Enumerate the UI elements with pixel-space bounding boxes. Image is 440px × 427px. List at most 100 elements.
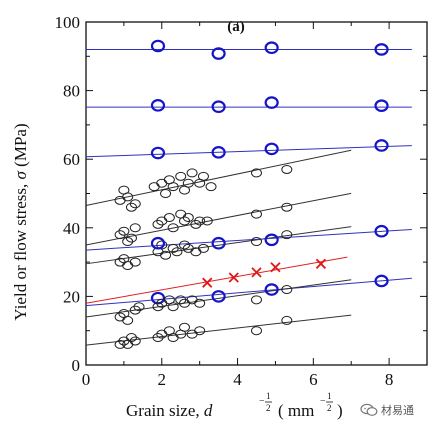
x-axis-label-symbol: d bbox=[204, 401, 213, 420]
x-axis-unit-open: ( mm bbox=[278, 401, 314, 420]
svg-text:Grain size, d: Grain size, d bbox=[126, 401, 213, 420]
fit-line-3 bbox=[85, 149, 352, 206]
black-circle-marker bbox=[281, 202, 293, 212]
blue-circle-marker bbox=[374, 224, 389, 238]
black-circle-marker bbox=[251, 326, 262, 336]
blue-circle-marker bbox=[264, 233, 279, 247]
axis-ticks bbox=[85, 21, 428, 366]
black-circle-marker bbox=[281, 164, 293, 174]
x-tick-label: 2 bbox=[158, 370, 167, 389]
black-circle-marker bbox=[163, 213, 175, 223]
black-circle-marker bbox=[182, 178, 194, 188]
y-tick-label: 80 bbox=[63, 82, 80, 101]
black-circle-marker bbox=[125, 202, 137, 212]
black-circle-marker bbox=[251, 295, 262, 305]
x-axis-unit-exp-den: 2 bbox=[327, 403, 332, 413]
black-circle-marker bbox=[186, 168, 198, 178]
red-cross-stroke bbox=[202, 277, 213, 288]
fit-line-9 bbox=[85, 279, 352, 318]
svg-text:Yield or flow stress, σ (MPa): Yield or flow stress, σ (MPa) bbox=[11, 123, 30, 320]
panel-label: (a) bbox=[227, 19, 245, 35]
y-axis-label: Yield or flow stress, σ (MPa) bbox=[11, 123, 30, 320]
black-circle-marker bbox=[156, 216, 168, 226]
fit-lines bbox=[85, 48, 412, 346]
watermark-text: 材易通 bbox=[381, 404, 414, 417]
black-circle-marker bbox=[167, 182, 179, 192]
red-cross-marker bbox=[251, 267, 262, 278]
blue-circle-marker bbox=[374, 43, 389, 56]
black-circle-marker bbox=[122, 315, 134, 325]
fit-line-2 bbox=[85, 145, 412, 158]
y-tick-label: 100 bbox=[55, 13, 81, 32]
black-circle-marker bbox=[129, 223, 141, 233]
blue-circle-marker bbox=[264, 41, 279, 55]
black-circle-marker bbox=[179, 240, 191, 250]
blue-circle-marker bbox=[150, 236, 166, 250]
blue-circle-marker bbox=[264, 96, 279, 109]
black-circle-marker bbox=[251, 237, 262, 247]
wechat-icon bbox=[360, 403, 378, 416]
data-markers bbox=[114, 39, 389, 349]
black-circle-marker bbox=[182, 213, 194, 223]
fit-line-7 bbox=[85, 256, 348, 304]
blue-circle-marker bbox=[374, 274, 389, 288]
red-cross-marker bbox=[202, 277, 213, 288]
y-tick-label: 40 bbox=[63, 219, 80, 238]
blue-circle-marker bbox=[211, 100, 226, 114]
black-circle-marker bbox=[251, 209, 262, 219]
x-axis-unit-exp-minus: − bbox=[320, 396, 326, 407]
black-circle-marker bbox=[281, 315, 293, 325]
y-axis-label-text: Yield or flow stress, bbox=[11, 179, 30, 320]
black-circle-marker bbox=[167, 302, 179, 312]
red-cross-stroke bbox=[315, 258, 327, 269]
watermark: 材易通 bbox=[360, 399, 436, 421]
blue-circle-marker bbox=[374, 139, 389, 152]
x-tick-label: 4 bbox=[233, 370, 242, 389]
red-cross-stroke bbox=[251, 267, 262, 278]
x-axis-exponent-num: 1 bbox=[266, 391, 271, 401]
red-cross-marker bbox=[270, 262, 281, 273]
red-cross-stroke bbox=[228, 272, 239, 283]
black-circle-marker bbox=[190, 247, 202, 257]
black-circle-marker bbox=[160, 250, 172, 260]
black-circle-marker bbox=[197, 171, 209, 181]
red-cross-marker bbox=[228, 272, 239, 283]
black-circle-marker bbox=[156, 240, 168, 250]
blue-circle-marker bbox=[211, 146, 226, 159]
x-axis-exponent-1: − bbox=[259, 396, 265, 407]
fit-line-8 bbox=[85, 277, 412, 307]
fit-line-6 bbox=[85, 228, 412, 251]
black-circle-marker bbox=[179, 322, 191, 332]
black-circle-marker bbox=[205, 182, 217, 192]
y-tick-label: 60 bbox=[63, 150, 80, 169]
black-circle-marker bbox=[133, 302, 145, 312]
black-circle-marker bbox=[125, 233, 137, 243]
black-circle-marker bbox=[186, 329, 198, 339]
black-circle-marker bbox=[197, 243, 209, 253]
x-axis-exponent-den: 2 bbox=[266, 403, 271, 413]
black-circle-marker bbox=[114, 312, 126, 322]
x-tick-label: 8 bbox=[385, 370, 394, 389]
x-tick-label: 6 bbox=[309, 370, 318, 389]
red-cross-marker bbox=[315, 258, 327, 269]
fit-line-4 bbox=[85, 192, 352, 246]
y-axis-label-unit: (MPa) bbox=[11, 123, 30, 171]
black-circle-marker bbox=[152, 219, 164, 229]
x-tick-label: 0 bbox=[82, 370, 91, 389]
black-circle-marker bbox=[148, 182, 160, 192]
black-circle-marker bbox=[156, 178, 168, 188]
black-circle-marker bbox=[118, 226, 130, 236]
black-circle-marker bbox=[175, 171, 187, 181]
black-circle-marker bbox=[129, 199, 141, 209]
x-axis-unit-close: ) bbox=[337, 401, 343, 420]
blue-circle-marker bbox=[264, 283, 279, 296]
black-circle-marker bbox=[194, 326, 206, 336]
black-circle-marker bbox=[182, 243, 194, 253]
blue-circle-marker bbox=[374, 99, 389, 112]
black-circle-marker bbox=[122, 261, 134, 271]
black-circle-marker bbox=[122, 237, 134, 247]
x-axis-label: Grain size, d − 1 2 ( mm − 1 2 ) bbox=[126, 391, 343, 420]
y-axis-label-symbol: σ bbox=[11, 170, 30, 179]
y-tick-label: 0 bbox=[72, 356, 81, 375]
